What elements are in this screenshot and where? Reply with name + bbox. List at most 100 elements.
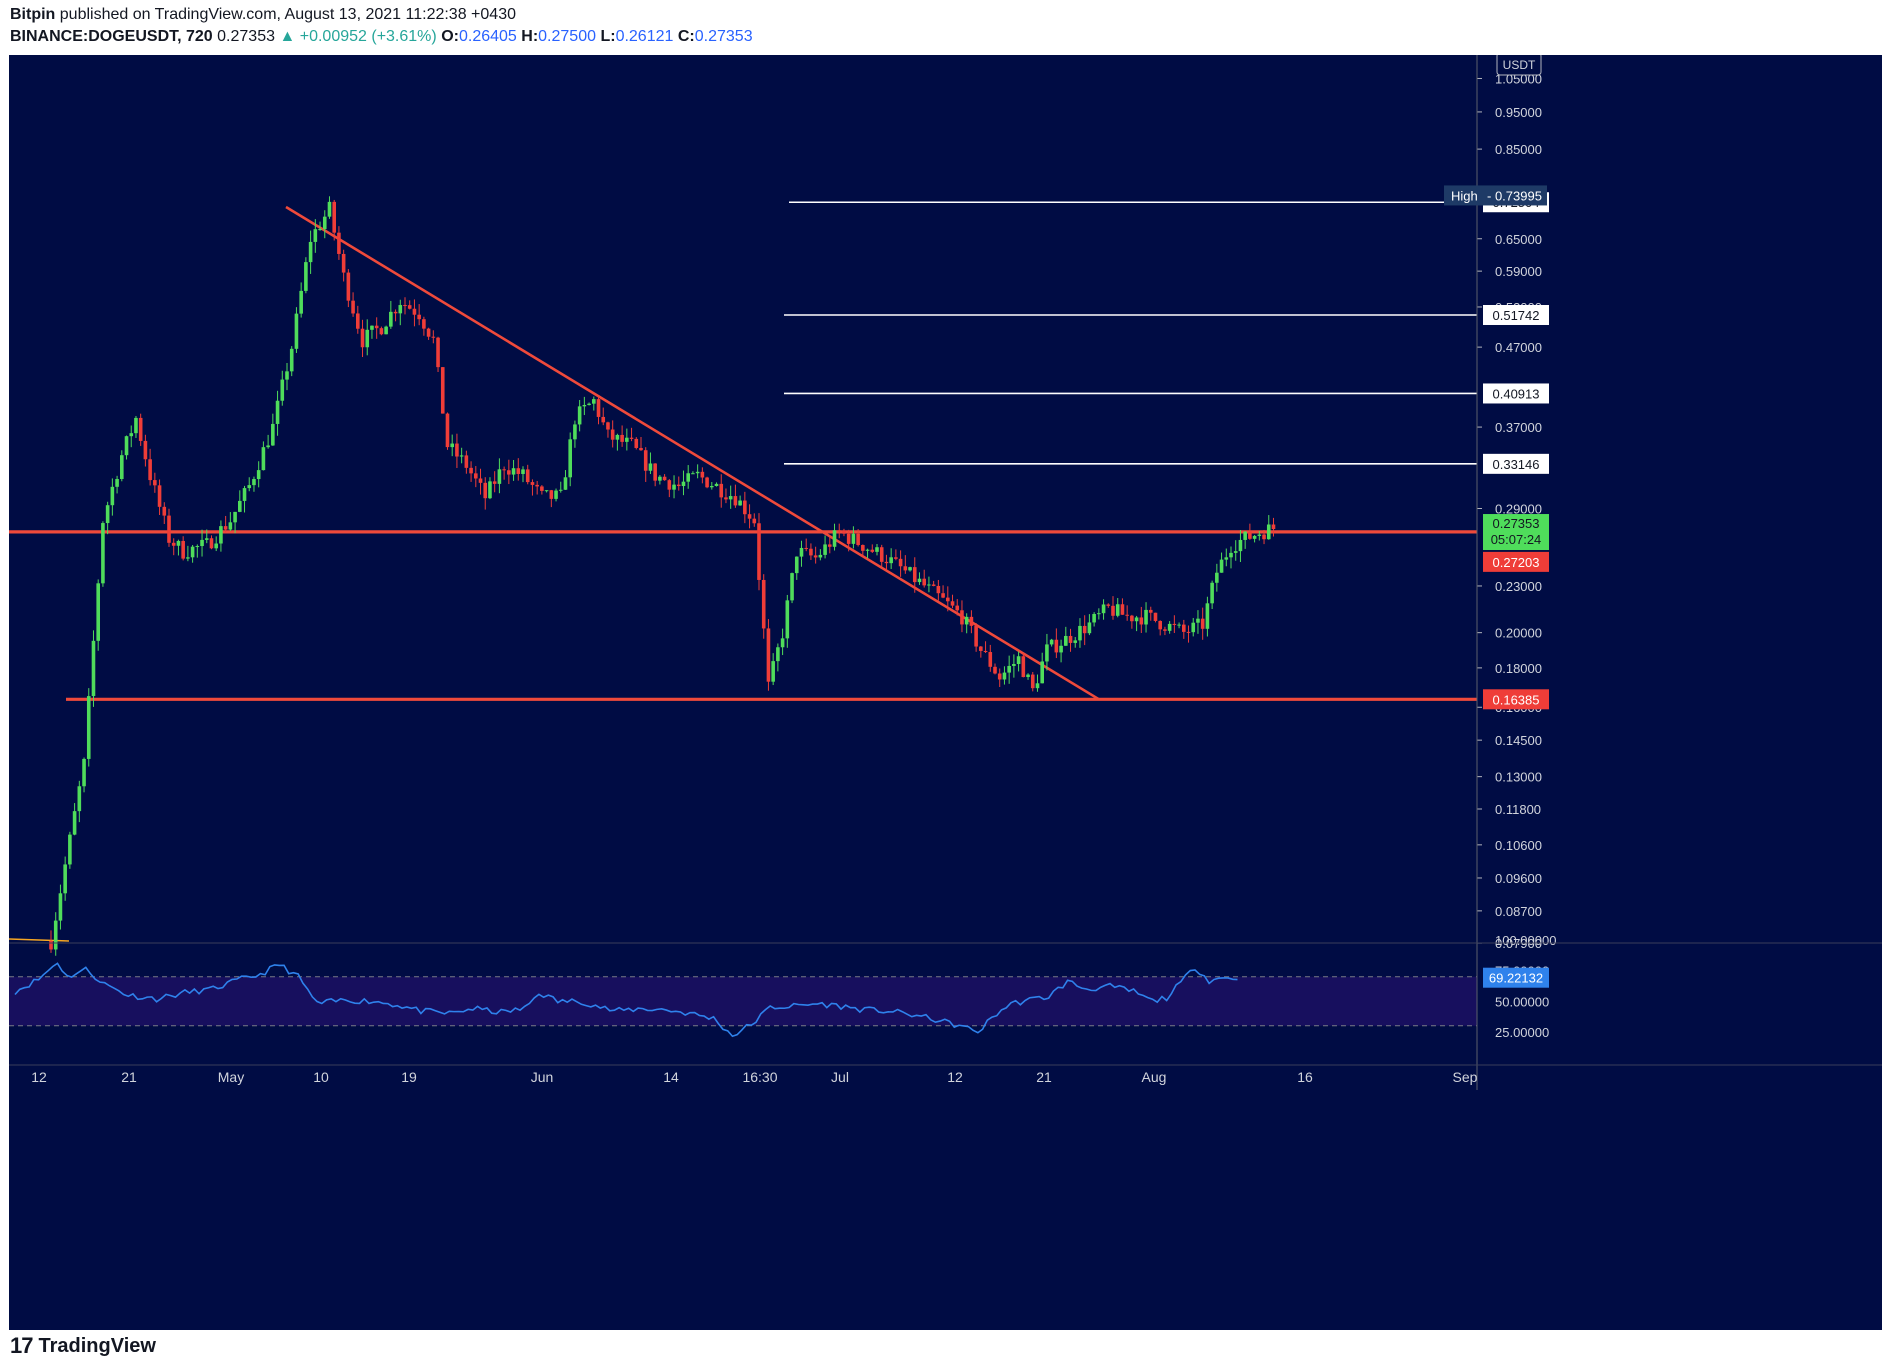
time-tick-label: 16:30: [742, 1069, 777, 1085]
candle-body: [884, 561, 889, 564]
candle-body: [615, 434, 620, 440]
candle-body: [1144, 609, 1148, 625]
candle-body: [761, 579, 766, 629]
candle-body: [1002, 672, 1007, 680]
candle-body: [469, 467, 473, 474]
candle-body: [313, 229, 318, 242]
candle-body: [950, 601, 955, 606]
candle-body: [507, 470, 511, 475]
candle-body: [181, 540, 185, 559]
candle-body: [233, 511, 237, 523]
candle-body: [398, 305, 403, 314]
candle-body: [488, 481, 492, 499]
candle-body: [894, 557, 898, 559]
candle-body: [988, 652, 993, 667]
candle-body: [304, 262, 308, 291]
candle-body: [530, 482, 535, 485]
candle-body: [422, 319, 426, 329]
candle-body: [1248, 531, 1252, 539]
close-label: C:: [677, 28, 695, 45]
candle-body: [1111, 605, 1115, 616]
low-value: 0.26121: [615, 28, 674, 45]
price-tick-label: 0.10600: [1495, 838, 1542, 853]
level-price-label: 0.51742: [1493, 308, 1540, 323]
price-tick-label: 0.47000: [1495, 340, 1542, 355]
candle-body: [497, 469, 502, 484]
candle-body: [82, 758, 86, 787]
candle-body: [1200, 618, 1205, 629]
rsi-tick-label: 100.00000: [1495, 933, 1556, 948]
candle-body: [238, 500, 242, 512]
candle-body: [1210, 582, 1214, 604]
rsi-tick-label: 25.00000: [1495, 1025, 1549, 1040]
candle-body: [1130, 615, 1134, 622]
candle-body: [474, 473, 478, 479]
candle-body: [1257, 534, 1262, 536]
candle-body: [280, 379, 285, 401]
candle-body: [379, 328, 384, 335]
candle-body: [209, 538, 214, 549]
footer: 17 TradingView: [10, 1332, 156, 1360]
candle-body: [1252, 535, 1257, 539]
candle-body: [148, 459, 152, 481]
candle-body: [483, 482, 488, 499]
price-tick-label: 0.65000: [1495, 232, 1542, 247]
candle-body: [823, 544, 827, 555]
candle-body: [195, 546, 200, 548]
candle-body: [492, 481, 497, 484]
currency-label: USDT: [1503, 58, 1536, 72]
candle-body: [568, 439, 572, 478]
rsi-line: [14, 962, 1238, 1038]
price-chart[interactable]: 100.0000075.0000050.0000025.0000069.2213…: [8, 27, 1882, 1330]
chart-area[interactable]: 100.0000075.0000050.0000025.0000069.2213…: [8, 27, 1882, 1330]
price-tick-label: 0.29000: [1495, 501, 1542, 516]
candle-body: [440, 367, 445, 414]
candle-body: [1262, 534, 1266, 540]
candle-body: [464, 455, 469, 468]
candle-body: [511, 468, 516, 475]
candle-body: [639, 447, 643, 451]
candle-body: [1016, 656, 1021, 665]
candle-body: [1163, 629, 1167, 631]
candle-body: [58, 893, 63, 921]
candle-body: [818, 554, 823, 558]
candle-body: [700, 471, 705, 478]
candle-body: [459, 455, 464, 457]
candle-body: [450, 443, 454, 448]
candle-body: [691, 473, 695, 475]
high-value: - 0.73995: [1487, 188, 1542, 203]
candle-body: [96, 583, 100, 641]
candle-body: [134, 417, 138, 434]
candle-body: [927, 584, 931, 586]
candle-body: [204, 538, 209, 540]
candle-body: [115, 479, 119, 487]
time-tick-label: Sep: [1453, 1069, 1478, 1085]
symbol-label[interactable]: BINANCE:DOGEUSDT, 720: [10, 28, 213, 45]
candle-body: [573, 424, 577, 440]
candle-body: [341, 253, 346, 273]
candle-body: [351, 300, 355, 314]
rsi-value-label: 69.22132: [1489, 971, 1543, 986]
candle-body: [1040, 661, 1044, 684]
candle-body: [356, 313, 360, 329]
candle-body: [813, 555, 818, 558]
candle-body: [105, 505, 110, 524]
candle-body: [1120, 604, 1125, 615]
price-change: ▲ +0.00952 (+3.61%): [279, 28, 437, 45]
publisher-name[interactable]: Bitpin: [10, 6, 56, 23]
candle-body: [846, 533, 851, 544]
candle-body: [1068, 635, 1073, 643]
candle-body: [374, 325, 379, 329]
candle-body: [676, 484, 681, 487]
candle-body: [521, 469, 525, 474]
candle-body: [1219, 559, 1224, 573]
candle-body: [256, 470, 261, 480]
candle-body: [143, 440, 148, 460]
candle-body: [606, 422, 610, 430]
candle-body: [889, 557, 893, 564]
candle-body: [247, 485, 252, 489]
tradingview-logo-icon[interactable]: 17: [10, 1333, 34, 1358]
candle-body: [417, 314, 421, 320]
candle-body: [294, 313, 299, 349]
tradingview-brand[interactable]: TradingView: [38, 1334, 156, 1357]
